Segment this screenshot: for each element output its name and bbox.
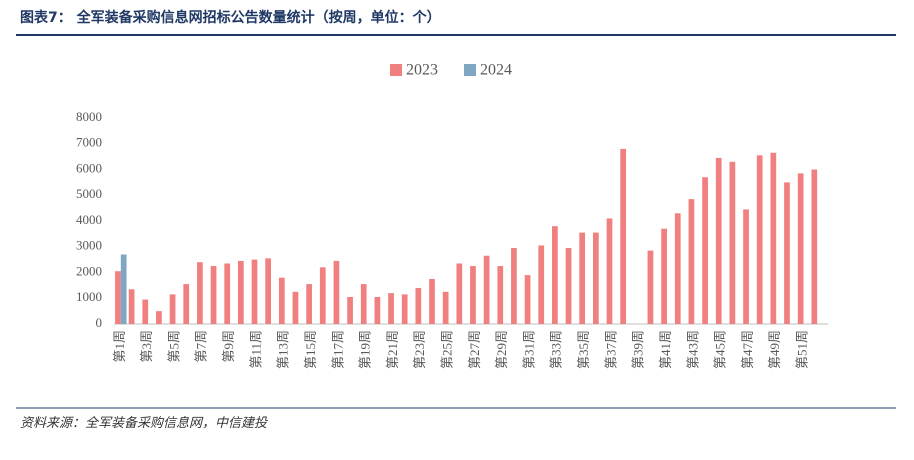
x-tick-label: 第15周: [303, 330, 318, 369]
x-tick-label: 第47周: [740, 330, 755, 369]
x-tick-label: 第25周: [440, 330, 455, 369]
bar: [347, 296, 353, 324]
bar: [237, 260, 244, 324]
bar: [647, 250, 654, 324]
bar: [142, 299, 149, 324]
x-tick-label: 第19周: [358, 330, 373, 369]
bar: [538, 245, 545, 324]
bar: [770, 152, 777, 324]
bar: [128, 289, 135, 324]
bar: [374, 296, 381, 324]
x-tick-label: 第37周: [603, 330, 618, 369]
bar: [429, 278, 435, 324]
bar: [401, 294, 408, 324]
x-tick-label: 第51周: [795, 330, 810, 369]
x-tick-label: 第13周: [276, 330, 291, 369]
bar: [169, 294, 176, 324]
chart-title: 图表7： 全军装备采购信息网招标公告数量统计（按周，单位：个）: [20, 9, 441, 26]
legend-label: 2023: [406, 62, 438, 79]
bar: [197, 262, 203, 324]
bar: [729, 161, 736, 324]
bar: [702, 177, 708, 324]
bar: [661, 228, 667, 324]
bar: [511, 248, 517, 324]
x-tick-label: 第33周: [549, 330, 564, 369]
y-tick-label: 7000: [76, 135, 102, 150]
bar: [606, 218, 613, 324]
bar: [592, 232, 599, 324]
x-tick-label: 第45周: [713, 330, 728, 369]
y-tick-label: 5000: [76, 186, 102, 201]
x-tick-label: 第43周: [685, 330, 700, 369]
bar: [797, 173, 804, 324]
bar: [115, 271, 121, 324]
bar: [470, 266, 476, 324]
x-tick-label: 第27周: [467, 330, 482, 369]
bar: [811, 169, 818, 324]
y-tick-label: 3000: [76, 238, 102, 253]
bar: [743, 209, 749, 324]
bar: [579, 232, 586, 324]
x-tick-label: 第49周: [767, 330, 782, 369]
legend-swatch: [390, 64, 402, 76]
x-tick-label: 第5周: [166, 330, 181, 363]
bar: [292, 291, 299, 324]
y-tick-label: 0: [96, 315, 103, 330]
bar: [251, 259, 258, 324]
bar: [278, 277, 285, 324]
y-tick-label: 2000: [76, 263, 102, 278]
bar: [688, 199, 695, 324]
x-tick-label: 第39周: [631, 330, 646, 369]
bar: [674, 213, 681, 324]
bar: [620, 148, 627, 324]
bar: [715, 157, 722, 324]
x-tick-label: 第3周: [139, 330, 154, 363]
bar: [552, 226, 558, 324]
y-tick-label: 4000: [76, 212, 102, 227]
bar: [319, 267, 326, 324]
bar: [756, 155, 763, 324]
bar: [388, 293, 394, 324]
legend-label: 2024: [480, 62, 512, 79]
bar: [483, 255, 490, 324]
x-tick-label: 第29周: [494, 330, 509, 369]
bar: [415, 287, 422, 324]
y-tick-label: 6000: [76, 160, 102, 175]
bar: [333, 260, 340, 324]
x-tick-label: 第17周: [330, 330, 345, 369]
bar: [210, 266, 217, 324]
x-tick-label: 第23周: [412, 330, 427, 369]
bar: [120, 254, 127, 324]
bar: [565, 248, 572, 324]
x-tick-label: 第21周: [385, 330, 400, 369]
x-tick-label: 第7周: [194, 330, 209, 363]
x-tick-label: 第11周: [248, 330, 263, 369]
bar: [265, 258, 272, 324]
bar: [306, 284, 312, 324]
legend-swatch: [464, 64, 476, 76]
bar: [497, 266, 504, 324]
y-tick-label: 1000: [76, 289, 102, 304]
x-tick-label: 第31周: [521, 330, 536, 369]
bar: [156, 311, 162, 324]
bar: [183, 284, 190, 324]
bar: [442, 291, 449, 324]
bar: [224, 263, 231, 324]
x-tick-label: 第41周: [658, 330, 673, 369]
bar: [360, 284, 367, 324]
x-tick-label: 第9周: [221, 330, 236, 363]
y-tick-label: 8000: [76, 109, 102, 124]
x-tick-label: 第35周: [576, 330, 591, 369]
bar: [784, 182, 790, 324]
bar: [456, 263, 463, 324]
bar: [524, 275, 531, 324]
source: 资料来源：全军装备采购信息网，中信建投: [20, 415, 268, 430]
x-tick-label: 第1周: [112, 330, 127, 363]
